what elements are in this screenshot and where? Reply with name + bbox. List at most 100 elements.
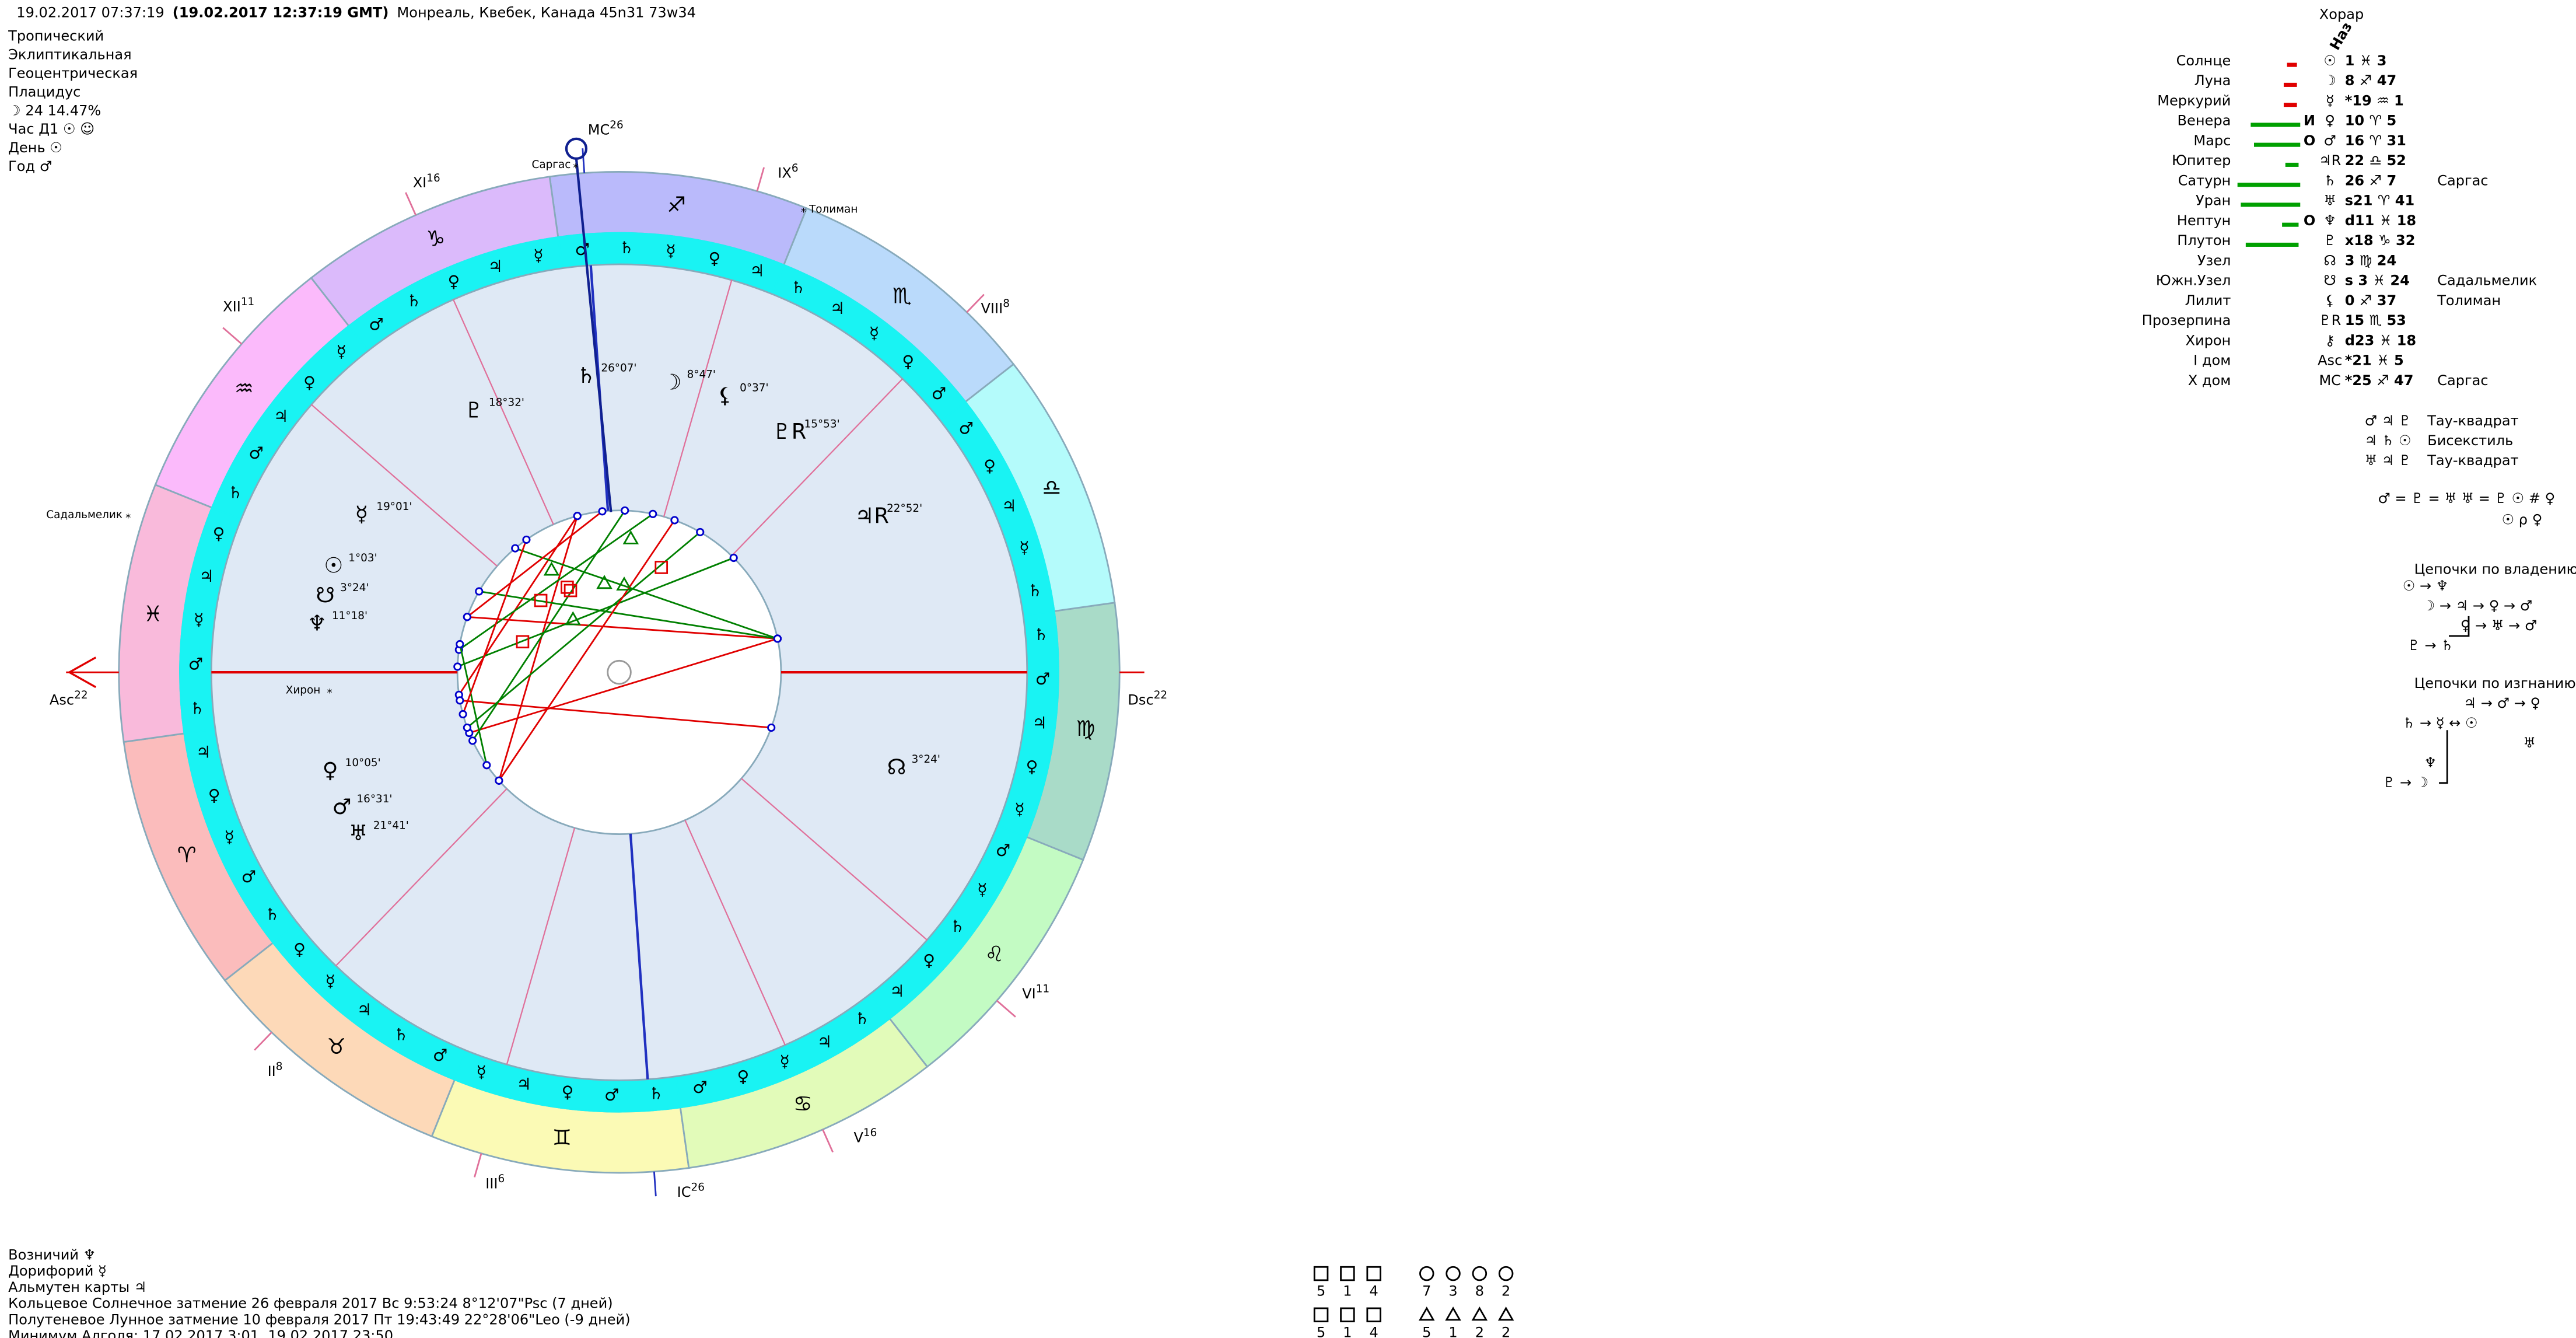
aspect-end <box>463 613 471 621</box>
term-glyph: ♃ <box>830 299 845 318</box>
term-glyph: ♄ <box>855 1009 869 1028</box>
term-glyph: ♂ <box>249 443 263 463</box>
cusp-tick <box>474 1153 482 1178</box>
count-number: 2 <box>1502 1324 1510 1338</box>
planet-glyph: ♀ <box>323 758 338 783</box>
term-glyph: ♄ <box>1034 625 1048 644</box>
row-pos: 26 ♐ 7 <box>2345 172 2397 188</box>
count-number: 1 <box>1448 1324 1457 1338</box>
row-pos: s21 ♈ 41 <box>2345 193 2415 209</box>
row-pos: 3 ♍ 24 <box>2345 252 2397 268</box>
cusp-tick <box>822 1129 834 1153</box>
house-degree: 8 <box>276 1061 283 1073</box>
house-name: V <box>854 1129 864 1145</box>
config-name: Тау-квадрат <box>2427 413 2518 429</box>
term-glyph: ♀ <box>447 272 460 291</box>
setting-line: Эклиптикальная <box>8 46 131 62</box>
row-name: Хирон <box>2186 332 2231 348</box>
aspect-end <box>456 696 464 705</box>
row-pos: 16 ♈ 31 <box>2345 132 2406 149</box>
count-icon <box>1471 1306 1488 1321</box>
aspect-line <box>467 616 778 640</box>
star-name: Хирон <box>286 684 321 696</box>
row-glyph: ♇R <box>2319 312 2342 329</box>
planet-degree: 8°47' <box>687 369 716 381</box>
chain-title: Цепочки по владению <box>2414 561 2576 578</box>
aspect-trine <box>616 576 632 591</box>
aspect-trine <box>565 611 582 626</box>
chain-line: ♇ → ♄ <box>2407 637 2454 654</box>
house-degree: 11 <box>1036 983 1049 995</box>
planet-degree: 15°53' <box>804 418 840 431</box>
row-star: Толиман <box>2437 292 2501 309</box>
term-glyph: ☿ <box>336 342 346 361</box>
term-glyph: ♃ <box>1032 714 1047 733</box>
house-degree: 6 <box>498 1173 505 1185</box>
aspect-end <box>773 634 782 643</box>
aspect-end <box>456 640 464 649</box>
term-glyph: ♃ <box>817 1032 832 1051</box>
house-label: XII11 <box>223 296 254 315</box>
planet-glyph: ☋ <box>316 582 335 607</box>
row-name: I дом <box>2193 352 2231 369</box>
count-number: 2 <box>1475 1324 1484 1338</box>
count-number: 8 <box>1475 1283 1484 1299</box>
star-name: Толиман <box>808 204 858 216</box>
row-name: Лилит <box>2185 292 2231 309</box>
asc-arrow <box>67 656 97 689</box>
config-name: Тау-квадрат <box>2427 452 2518 469</box>
house-label: IX6 <box>778 162 798 181</box>
config-glyphs: ♅ ♃ ♇ <box>2365 452 2412 469</box>
sign-glyph: ♑ <box>426 226 445 251</box>
house-name: VI <box>1022 986 1036 1002</box>
house-line <box>663 280 733 517</box>
planet-degree: 10°05' <box>345 757 381 769</box>
sign-glyph: ♍ <box>1076 716 1095 741</box>
term-glyph: ☿ <box>869 323 879 343</box>
house-label: Dsc22 <box>1128 689 1167 708</box>
house-label: III6 <box>485 1173 505 1192</box>
count-icon <box>1497 1306 1514 1321</box>
sign-glyph: ♌ <box>985 941 1004 966</box>
term-glyph: ☿ <box>224 827 234 847</box>
count-number: 1 <box>1343 1283 1352 1299</box>
sign-glyph: ♐ <box>667 192 686 217</box>
row-glyph: MC <box>2319 372 2341 389</box>
chain-line: ♆ <box>2424 754 2437 771</box>
term-glyph: ♃ <box>274 407 288 426</box>
term-glyph: ☿ <box>194 610 204 630</box>
house-degree: 8 <box>1003 298 1010 310</box>
house-degree: 22 <box>1154 689 1167 701</box>
house-degree: 22 <box>74 689 88 701</box>
star-mark: * <box>573 162 578 174</box>
aspect-trine <box>543 561 560 576</box>
term-glyph: ☿ <box>780 1052 790 1071</box>
term-glyph: ♂ <box>692 1078 707 1097</box>
term-glyph: ♄ <box>620 238 634 257</box>
mc-line <box>575 158 612 512</box>
aspect-end <box>670 516 679 525</box>
setting-line: Год ♂ <box>8 158 52 174</box>
aspect-end <box>475 587 484 596</box>
row-name: Солнце <box>2176 53 2231 69</box>
house-name: Asc <box>50 691 74 708</box>
count-number: 4 <box>1370 1324 1378 1338</box>
term-glyph: ♂ <box>1035 669 1050 689</box>
aspect-end <box>511 544 520 553</box>
aspect-line <box>498 519 676 781</box>
planet-glyph: ♅ <box>349 820 368 846</box>
header-part: (19.02.2017 12:37:19 GMT) <box>173 5 389 21</box>
row-mark: О <box>2304 132 2315 149</box>
planet-degree: 3°24' <box>912 753 940 766</box>
count-number: 5 <box>1317 1324 1325 1338</box>
setting-line: Час Д1 ☉ ☺ <box>8 121 94 137</box>
house-degree: 11 <box>241 296 254 308</box>
term-glyph: ♀ <box>1026 757 1038 776</box>
row-bar <box>2241 202 2301 207</box>
row-pos: 8 ♐ 47 <box>2345 72 2397 89</box>
term-glyph: ♀ <box>984 456 996 476</box>
aspect-end <box>767 723 776 732</box>
aspect-end <box>598 507 607 516</box>
count-number: 3 <box>1448 1283 1457 1299</box>
planet-glyph: ♆ <box>307 611 327 636</box>
